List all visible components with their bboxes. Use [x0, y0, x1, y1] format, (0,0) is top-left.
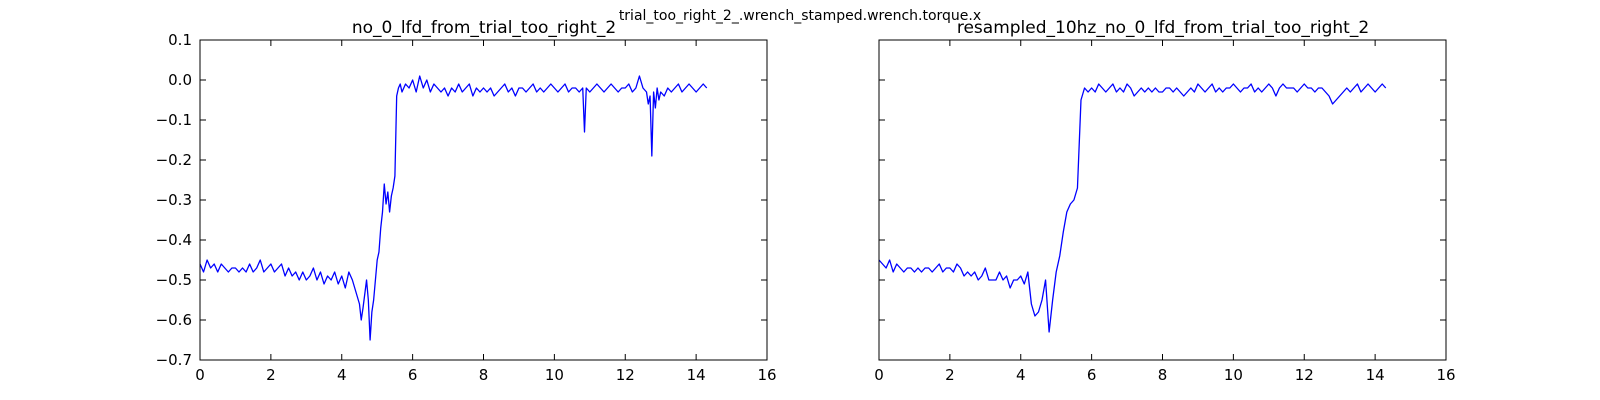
left-series-line — [199, 75, 708, 341]
left-ytick-label: −0.1 — [156, 111, 192, 129]
left-ytick-label: −0.3 — [156, 191, 192, 209]
right-xtick-label: 2 — [945, 366, 955, 384]
left-xtick-label: 14 — [687, 366, 706, 384]
right-xtick-label: 6 — [1087, 366, 1097, 384]
left-ytick-label: −0.2 — [156, 151, 192, 169]
right-xtick-label: 10 — [1224, 366, 1243, 384]
left-ytick-label: −0.7 — [156, 351, 192, 369]
right-xtick-label: 8 — [1158, 366, 1168, 384]
right-subplot: resampled_10hz_no_0_lfd_from_trial_too_r… — [874, 18, 1455, 384]
left-xtick-label: 0 — [195, 366, 205, 384]
right-xtick-label: 0 — [874, 366, 884, 384]
left-ytick-label: 0.1 — [168, 31, 192, 49]
left-xtick-label: 4 — [337, 366, 347, 384]
right-xtick-label: 14 — [1366, 366, 1385, 384]
left-xtick-label: 16 — [757, 366, 776, 384]
right-series-line — [878, 83, 1387, 333]
left-xtick-label: 8 — [479, 366, 489, 384]
figure-suptitle: trial_too_right_2_.wrench_stamped.wrench… — [619, 8, 981, 24]
left-xtick-label: 2 — [266, 366, 276, 384]
left-xtick-label: 10 — [545, 366, 564, 384]
right-xtick-label: 16 — [1436, 366, 1455, 384]
right-xtick-label: 4 — [1016, 366, 1026, 384]
left-ytick-label: −0.5 — [156, 271, 192, 289]
left-xtick-label: 12 — [616, 366, 635, 384]
right-xtick-label: 12 — [1295, 366, 1314, 384]
left-ytick-label: −0.6 — [156, 311, 192, 329]
right-subplot-title: resampled_10hz_no_0_lfd_from_trial_too_r… — [957, 18, 1369, 38]
left-xtick-label: 6 — [408, 366, 418, 384]
left-subplot: no_0_lfd_from_trial_too_right_2 0 2 4 6 8 10 1… — [156, 18, 777, 384]
left-subplot-title: no_0_lfd_from_trial_too_right_2 — [352, 18, 616, 38]
left-ytick-label: −0.4 — [156, 231, 192, 249]
left-ytick-label: 0.0 — [168, 71, 192, 89]
